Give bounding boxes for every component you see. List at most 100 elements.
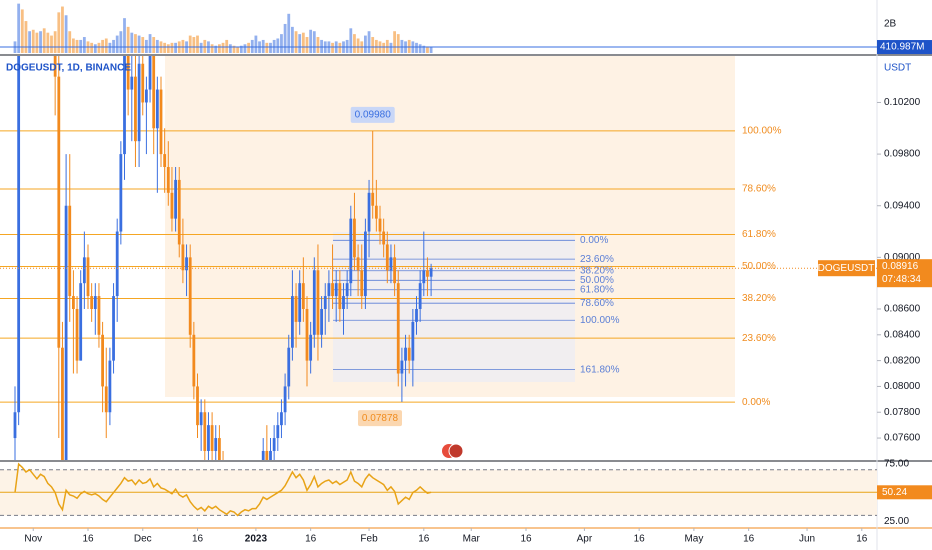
volume-bar	[287, 13, 291, 53]
volume-bar	[24, 21, 28, 53]
volume-bar	[126, 26, 130, 53]
rsi-last-label: 50.24	[882, 487, 907, 498]
candle-body	[90, 296, 94, 309]
volume-bar	[356, 38, 360, 53]
fib-label: 100.00%	[742, 126, 782, 137]
candle-body	[269, 450, 272, 460]
candle-body	[159, 89, 163, 155]
volume-bar	[104, 38, 108, 53]
volume-bar	[305, 37, 309, 53]
volume-bar	[331, 42, 334, 53]
volume-bar	[396, 34, 400, 53]
candle-body	[407, 347, 411, 361]
candle-body	[196, 386, 199, 426]
volume-bar	[192, 37, 196, 53]
fib-label: 78.60%	[580, 298, 614, 309]
candle-body	[301, 283, 305, 309]
candle-body	[320, 308, 323, 335]
x-tick-label: 16	[192, 534, 204, 545]
volume-bar	[53, 31, 57, 53]
volume-bar	[196, 35, 199, 53]
candle-body	[64, 205, 68, 460]
volume-bar	[418, 44, 422, 53]
x-tick-label: 2023	[245, 534, 268, 545]
candle-body	[378, 218, 382, 232]
candle-body	[79, 283, 83, 361]
candle-body	[123, 56, 126, 155]
fib-label: 38.20%	[742, 293, 776, 304]
volume-bar	[199, 42, 203, 53]
candle-body	[108, 360, 112, 413]
volume-bar	[28, 31, 31, 53]
candle-body	[112, 296, 115, 361]
candle-body	[400, 360, 404, 374]
candle-body	[342, 296, 345, 309]
candle-body	[415, 308, 418, 322]
candle-body	[155, 89, 159, 129]
volume-bar	[93, 44, 97, 53]
rsi-tick-label: 75.00	[884, 459, 909, 470]
volume-bar	[367, 31, 371, 53]
price-marker: 0.09980	[355, 110, 392, 121]
ticker-label: DOGEUSDT	[818, 263, 875, 274]
volume-bar	[338, 42, 342, 53]
volume-bar	[429, 47, 433, 53]
candle-body	[396, 283, 400, 374]
rsi-tag	[877, 485, 932, 500]
volume-bar	[276, 38, 280, 53]
candle-body	[134, 76, 137, 142]
y-axis-label: USDT	[884, 63, 911, 74]
candle-body	[283, 386, 287, 413]
volume-bar	[283, 23, 287, 53]
y-tick-label: 0.09000	[884, 252, 921, 263]
y-tick-label: 0.09800	[884, 149, 921, 160]
volume-bar	[269, 42, 272, 53]
y-tick-label: 0.08000	[884, 381, 921, 392]
candle-body	[152, 56, 156, 129]
volume-bar	[320, 39, 323, 53]
candle-body	[188, 257, 192, 335]
candle-body	[382, 231, 386, 245]
candle-body	[389, 257, 393, 271]
volume-bar	[64, 15, 68, 54]
rsi-tick-label: 25.00	[884, 516, 909, 527]
volume-bar	[225, 39, 229, 53]
candle-body	[287, 347, 291, 387]
y-tick-label: 0.08200	[884, 355, 921, 366]
price-label: 0.08916	[882, 261, 919, 272]
candle-body	[86, 257, 90, 297]
candle-body	[119, 154, 123, 232]
volume-bar	[90, 42, 94, 53]
x-tick-label: Apr	[577, 534, 593, 545]
candle-body	[203, 412, 207, 451]
candle-body	[429, 268, 433, 277]
volume-bar	[112, 39, 115, 53]
x-tick-label: May	[684, 534, 703, 545]
candle-body	[353, 218, 356, 258]
candle-body	[356, 257, 360, 271]
volume-bar	[316, 37, 320, 53]
volume-bar	[20, 9, 24, 54]
candle-body	[61, 347, 64, 460]
fib-label: 61.80%	[580, 284, 614, 295]
x-tick-label: 16	[743, 534, 755, 545]
volume-bar	[68, 31, 72, 53]
fib-label: 50.00%	[742, 261, 776, 272]
candle-body	[199, 412, 203, 426]
volume-bar	[152, 37, 156, 53]
candle-body	[371, 192, 375, 206]
volume-bar	[82, 37, 86, 53]
event-icon[interactable]	[448, 443, 464, 459]
volume-bar	[57, 12, 61, 54]
volume-bar	[141, 37, 145, 53]
volume-bar	[108, 42, 112, 53]
candle-body	[68, 205, 72, 297]
fib-label: 100.00%	[580, 315, 620, 326]
volume-bar	[75, 39, 79, 53]
candle-body	[185, 257, 188, 271]
volume-bar	[349, 28, 353, 53]
volume-bar	[17, 3, 21, 53]
fib-label: 61.80%	[742, 229, 776, 240]
volume-bar	[407, 39, 411, 53]
